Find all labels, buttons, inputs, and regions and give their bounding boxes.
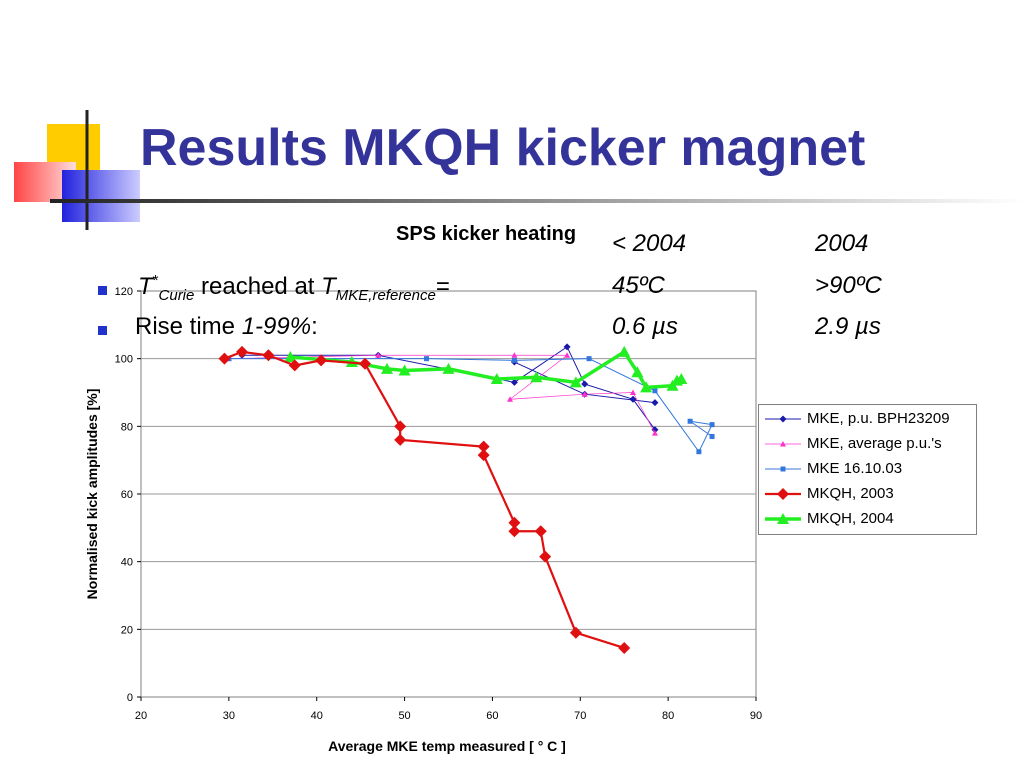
legend-swatch-icon bbox=[765, 488, 801, 500]
data-point bbox=[359, 357, 372, 370]
table-col-header-before-2004: < 2004 bbox=[612, 230, 687, 257]
data-point bbox=[618, 641, 631, 654]
data-point bbox=[507, 396, 513, 402]
data-point bbox=[345, 356, 358, 368]
data-point bbox=[586, 356, 592, 362]
data-point bbox=[581, 380, 589, 388]
x-tick-label: 70 bbox=[574, 710, 586, 722]
table-cell-curie-2004: >90ºC bbox=[815, 272, 882, 299]
data-point bbox=[508, 525, 521, 538]
data-point bbox=[534, 525, 547, 538]
data-point bbox=[687, 418, 693, 424]
y-tick-label: 100 bbox=[115, 354, 133, 366]
data-point bbox=[510, 378, 518, 386]
data-point bbox=[777, 513, 789, 524]
data-point bbox=[652, 388, 658, 394]
chart-title: SPS kicker heating bbox=[396, 223, 577, 245]
data-point bbox=[709, 433, 715, 439]
table-row-label-rise-time: Rise time 1-99%: bbox=[135, 313, 318, 340]
data-point bbox=[530, 371, 543, 383]
data-point bbox=[563, 343, 571, 351]
data-point bbox=[630, 389, 636, 395]
table-cell-rise-2004: 2.9 µs bbox=[815, 313, 881, 340]
x-tick-label: 60 bbox=[486, 710, 498, 722]
legend-label: MKE, average p.u.'s bbox=[807, 435, 942, 452]
y-axis-label: Normalised kick amplitudes [%] bbox=[84, 389, 100, 600]
data-point bbox=[315, 354, 328, 367]
slide-logo bbox=[14, 110, 140, 230]
legend-swatch-icon bbox=[765, 415, 801, 423]
data-point bbox=[394, 420, 407, 433]
data-point bbox=[424, 356, 430, 362]
data-point bbox=[477, 449, 490, 462]
data-point bbox=[629, 395, 637, 403]
data-point bbox=[696, 449, 702, 455]
data-point bbox=[511, 352, 518, 358]
x-tick-label: 40 bbox=[311, 710, 323, 722]
x-axis-label: Average MKE temp measured [ ° C ] bbox=[328, 738, 566, 754]
legend-label: MKQH, 2003 bbox=[807, 485, 894, 502]
data-point bbox=[539, 550, 552, 563]
series-line bbox=[224, 350, 625, 649]
y-tick-label: 0 bbox=[127, 692, 133, 704]
data-point bbox=[780, 441, 786, 447]
y-tick-label: 60 bbox=[121, 489, 133, 501]
x-tick-label: 30 bbox=[223, 710, 235, 722]
legend-label: MKE 16.10.03 bbox=[807, 460, 903, 477]
legend-swatch-icon bbox=[765, 441, 801, 447]
data-point bbox=[651, 399, 659, 407]
data-point bbox=[381, 362, 393, 374]
data-point bbox=[236, 345, 249, 358]
data-point bbox=[284, 350, 297, 362]
data-point bbox=[262, 349, 275, 362]
data-point bbox=[288, 359, 301, 372]
data-point bbox=[779, 415, 787, 423]
y-tick-label: 80 bbox=[121, 421, 133, 433]
data-point bbox=[780, 466, 786, 472]
table-cell-curie-before-2004: 45ºC bbox=[612, 272, 665, 299]
x-tick-label: 80 bbox=[662, 710, 674, 722]
data-point bbox=[442, 362, 455, 374]
data-point bbox=[631, 366, 644, 378]
data-point bbox=[581, 391, 588, 397]
table-cell-rise-before-2004: 0.6 µs bbox=[612, 313, 678, 340]
x-tick-label: 20 bbox=[135, 710, 147, 722]
bullet-icon bbox=[98, 286, 107, 295]
bullet-icon bbox=[98, 326, 107, 335]
data-point bbox=[651, 426, 659, 434]
data-point bbox=[477, 440, 490, 453]
data-point bbox=[375, 352, 382, 358]
data-point bbox=[651, 430, 658, 436]
data-point bbox=[640, 381, 653, 393]
data-point bbox=[490, 372, 503, 384]
legend-label: MKE, p.u. BPH23209 bbox=[807, 410, 950, 427]
data-point bbox=[398, 364, 411, 376]
data-point bbox=[569, 376, 582, 388]
data-point bbox=[618, 345, 631, 357]
data-point bbox=[511, 357, 517, 363]
legend-label: MKQH, 2004 bbox=[807, 510, 894, 527]
data-point bbox=[569, 626, 582, 639]
slide-title: Results MKQH kicker magnet bbox=[140, 119, 866, 177]
x-tick-label: 50 bbox=[398, 710, 410, 722]
data-point bbox=[394, 433, 407, 446]
table-row-label-curie: T*Curie reached at TMKE,reference= bbox=[138, 272, 450, 304]
legend-swatch-icon bbox=[765, 466, 801, 472]
legend-swatch-icon bbox=[765, 513, 801, 524]
y-tick-label: 20 bbox=[121, 624, 133, 636]
x-tick-label: 90 bbox=[750, 710, 762, 722]
y-tick-label: 40 bbox=[121, 557, 133, 569]
chart-legend: MKE, p.u. BPH23209 MKE, average p.u.'s MKE… bbox=[758, 404, 977, 535]
y-tick-label: 120 bbox=[115, 286, 133, 298]
data-point bbox=[564, 352, 571, 358]
logo-blue-square bbox=[62, 170, 140, 222]
data-point bbox=[675, 372, 688, 384]
table-col-header-2004: 2004 bbox=[815, 230, 869, 257]
data-point bbox=[508, 516, 521, 529]
data-point bbox=[218, 352, 231, 365]
data-point bbox=[777, 488, 789, 500]
data-point bbox=[709, 422, 715, 428]
title-underline bbox=[50, 199, 1024, 203]
